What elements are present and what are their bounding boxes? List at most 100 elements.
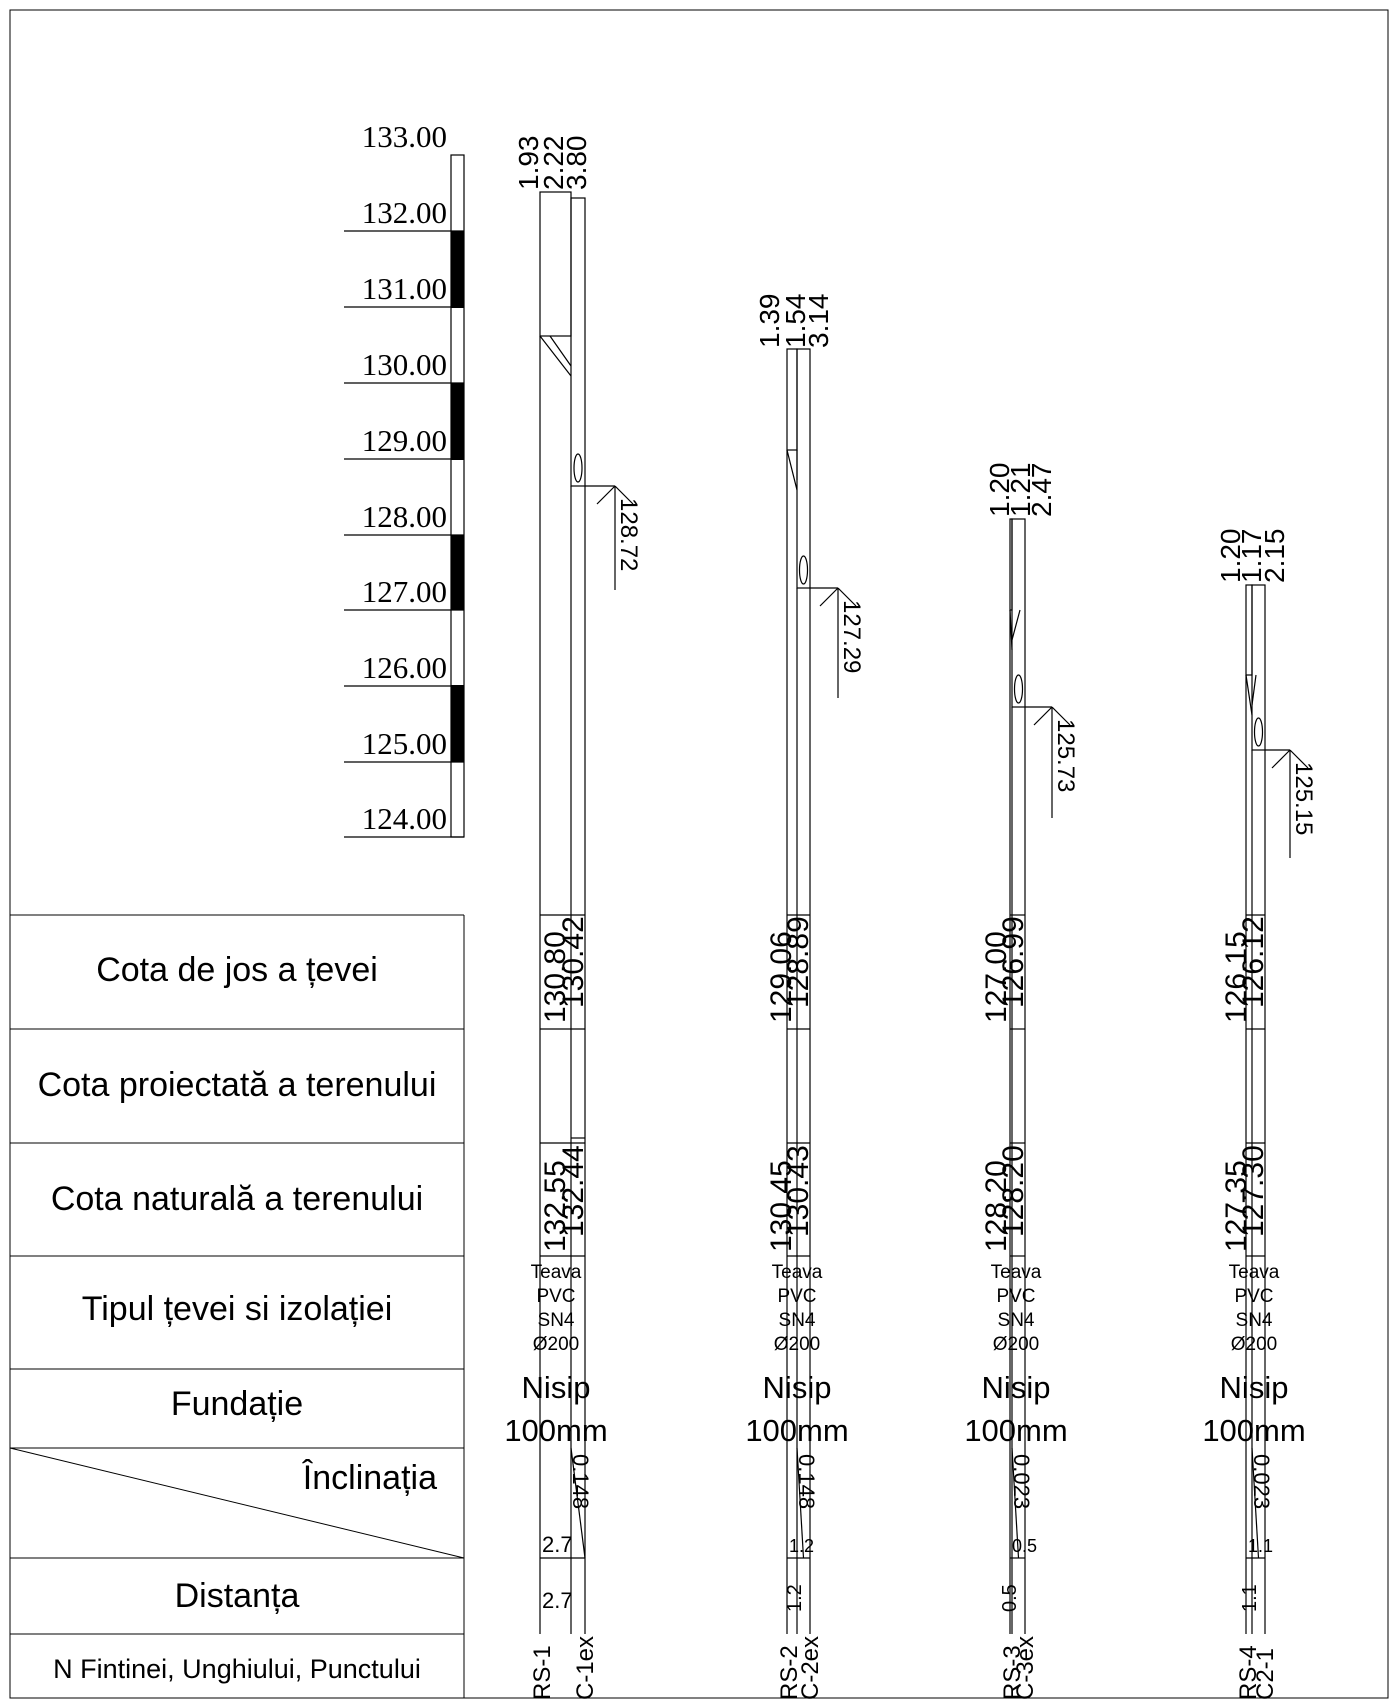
pipe-type-line: PVC — [536, 1286, 575, 1307]
scale-label: 130.00 — [362, 347, 447, 382]
manhole-name: C-3ex — [1012, 1636, 1039, 1700]
invert-elevation-label: 125.73 — [1052, 719, 1079, 792]
slope-value: 0.148 — [568, 1454, 593, 1509]
scale-label: 126.00 — [362, 650, 447, 685]
pipe-type-line: PVC — [777, 1286, 816, 1307]
depth-label: 1.93 — [513, 136, 544, 191]
scale-label: 124.00 — [362, 801, 447, 836]
row-label-cota-naturala: Cota naturală a terenului — [51, 1180, 423, 1218]
pipe-segment — [1251, 584, 1266, 751]
cota-jos-value: 130.80 — [539, 931, 572, 1023]
arrow-head — [1033, 706, 1053, 726]
distance-value: 1.1 — [1239, 1584, 1261, 1612]
pipe-type-line: SN4 — [998, 1310, 1035, 1331]
depth-label: 2.15 — [1259, 529, 1290, 584]
row-label-distanta: Distanța — [175, 1577, 300, 1615]
row-label-cota-proiectata: Cota proiectată a terenului — [38, 1066, 437, 1104]
cota-naturala-value: 128.20 — [980, 1160, 1013, 1252]
connector-line — [1251, 674, 1257, 706]
scale-label: 132.00 — [362, 195, 447, 230]
scale-label: 127.00 — [362, 574, 447, 609]
row-label-cota-jos: Cota de jos a țevei — [96, 951, 378, 989]
scale-label: 133.00 — [362, 119, 447, 154]
cota-jos-value: 126.99 — [997, 916, 1030, 1008]
manhole-name: C-2ex — [797, 1636, 824, 1700]
depth-label: 3.14 — [803, 294, 834, 349]
arrow-head — [596, 485, 616, 505]
fundatie-line: 100mm — [745, 1413, 848, 1448]
invert-elevation-label: 128.72 — [615, 498, 642, 571]
depth-label: 2.22 — [538, 136, 569, 191]
depth-label: 1.17 — [1236, 529, 1267, 584]
pipe-type-line: Ø200 — [533, 1334, 579, 1355]
slope-diagonal — [1251, 1447, 1260, 1559]
scale-segment — [451, 231, 464, 308]
fundatie-line: Nisip — [1220, 1370, 1289, 1405]
connector-line — [539, 335, 572, 377]
slope-diagonal — [796, 1447, 805, 1559]
scale-label: 131.00 — [362, 271, 447, 306]
pipe-segment — [1011, 518, 1026, 708]
pipe-type-line: PVC — [996, 1286, 1035, 1307]
row-label-numar: N Fintinei, Unghiului, Punctului — [53, 1654, 421, 1684]
scale-segment — [451, 685, 464, 762]
depth-label: 1.54 — [780, 294, 811, 349]
cota-naturala-value: 132.55 — [539, 1160, 572, 1252]
cota-naturala-value: 128.20 — [997, 1145, 1030, 1237]
profile-table: Cota de jos a țevei Cota proiectată a te… — [9, 914, 465, 1698]
pipe-invert-marker — [1253, 717, 1264, 747]
scale-label: 125.00 — [362, 726, 447, 761]
pipe-type-line: PVC — [1234, 1286, 1273, 1307]
manhole-box — [786, 348, 798, 451]
arrow-head — [614, 485, 634, 505]
scale-segment — [451, 383, 464, 460]
manhole-box — [1245, 584, 1253, 676]
scale-segment — [451, 535, 464, 610]
fundatie-line: Nisip — [763, 1370, 832, 1405]
invert-elevation-label: 125.15 — [1290, 762, 1317, 835]
slope-length: 2.7 — [542, 1532, 573, 1557]
depth-label: 1.20 — [984, 463, 1015, 518]
slope-value: 0.023 — [1009, 1454, 1034, 1509]
pipe-segment — [796, 348, 811, 589]
fundatie-line: Nisip — [522, 1370, 591, 1405]
pipe-type-line: Ø200 — [993, 1334, 1039, 1355]
pipe-type-line: Ø200 — [1231, 1334, 1277, 1355]
fundatie-line: 100mm — [1202, 1413, 1305, 1448]
depth-label: 3.80 — [561, 136, 592, 191]
cota-naturala-value: 127.35 — [1220, 1160, 1253, 1252]
cota-naturala-value: 130.45 — [765, 1160, 798, 1252]
depth-label: 2.47 — [1026, 463, 1057, 518]
cota-jos-value: 126.15 — [1220, 931, 1253, 1023]
elevation-scale: 133.00 132.00 131.00 130.00 129.00 128.00 127.… — [344, 119, 465, 838]
pipe-type-line: SN4 — [538, 1310, 575, 1331]
pipe-type-line: SN4 — [1236, 1310, 1273, 1331]
manhole-name: C2-1 — [1252, 1648, 1279, 1700]
slope-length: 1.1 — [1248, 1536, 1273, 1556]
manhole-name: RS-4 — [1235, 1645, 1262, 1700]
distance-value: 0.5 — [999, 1584, 1021, 1612]
slope-header-diagonal — [9, 1447, 465, 1559]
cota-jos-value: 128.89 — [782, 916, 815, 1008]
arrow-head — [1271, 749, 1291, 769]
fundatie-line: 100mm — [504, 1413, 607, 1448]
cota-jos-value: 129.06 — [765, 931, 798, 1023]
scale-label: 128.00 — [362, 499, 447, 534]
invert-elevation-label: 127.29 — [838, 600, 865, 673]
connector-line — [549, 335, 572, 367]
cota-jos-value: 127.00 — [980, 931, 1013, 1023]
slope-diagonal — [1011, 1447, 1020, 1559]
connector-line — [1245, 674, 1253, 716]
manhole-box — [539, 191, 572, 337]
row-label-fundatie: Fundație — [171, 1385, 303, 1423]
manhole-name: RS-1 — [529, 1645, 556, 1700]
scale-label: 129.00 — [362, 423, 447, 458]
arrow-head — [1051, 706, 1071, 726]
pipe-type-line: Ø200 — [774, 1334, 820, 1355]
slope-diagonal — [570, 1447, 586, 1559]
pipe-segment — [570, 197, 586, 487]
row-label-inclinatia: Înclinația — [302, 1459, 437, 1497]
